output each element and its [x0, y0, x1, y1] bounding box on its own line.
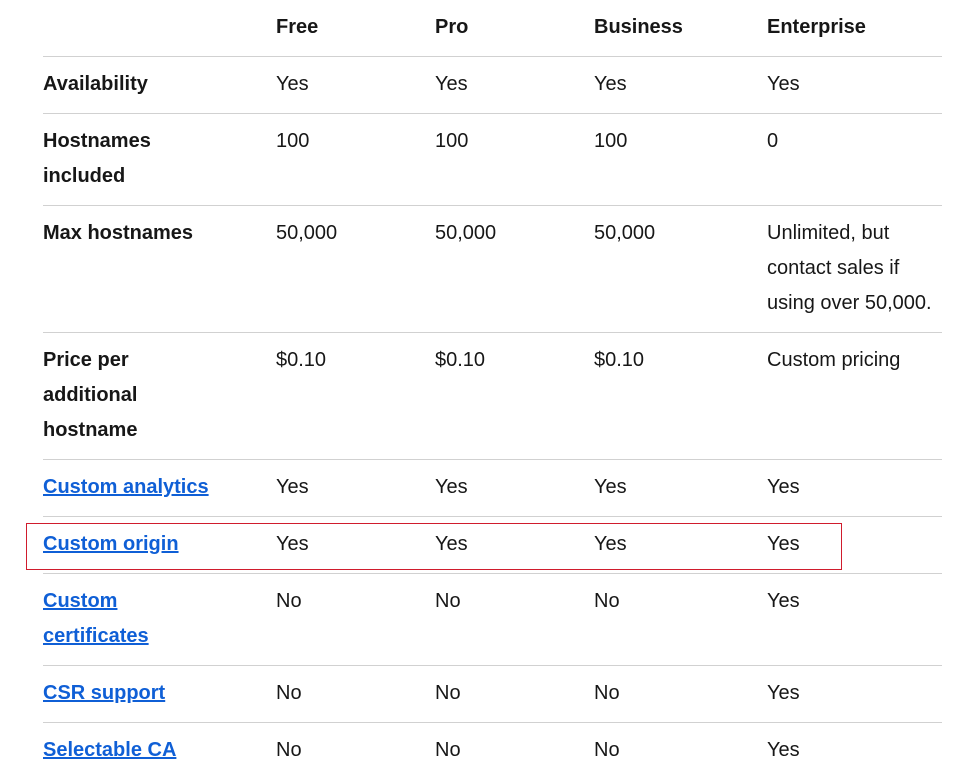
cell: Yes — [767, 460, 942, 517]
row-label: Availability — [43, 57, 276, 114]
cell: No — [594, 574, 767, 666]
cell: Yes — [435, 460, 594, 517]
row-label: Hostnames included — [43, 114, 276, 206]
cell: Custom pricing — [767, 333, 942, 460]
column-header: Pro — [435, 0, 594, 57]
cell: Yes — [276, 57, 435, 114]
row-label: Custom analytics — [43, 460, 276, 517]
cell: No — [276, 723, 435, 779]
row-link[interactable]: Selectable CA — [43, 739, 176, 761]
cell: 50,000 — [435, 206, 594, 333]
cell: Yes — [435, 57, 594, 114]
row-label: CSR support — [43, 666, 276, 723]
cell: $0.10 — [435, 333, 594, 460]
cell: Yes — [594, 57, 767, 114]
cell: Yes — [276, 517, 435, 574]
cell: 50,000 — [276, 206, 435, 333]
row-link[interactable]: CSR support — [43, 682, 165, 704]
cell: Yes — [767, 666, 942, 723]
cell: Yes — [767, 723, 942, 779]
cell: Yes — [767, 57, 942, 114]
cell: No — [435, 574, 594, 666]
column-header: Free — [276, 0, 435, 57]
row-label: Custom origin — [43, 517, 276, 574]
cell: $0.10 — [594, 333, 767, 460]
table-row: Price per additional hostname$0.10$0.10$… — [43, 333, 942, 460]
cell: No — [276, 666, 435, 723]
cell: 0 — [767, 114, 942, 206]
cell: $0.10 — [276, 333, 435, 460]
cell: Unlimited, but contact sales if using ov… — [767, 206, 942, 333]
cell: 100 — [435, 114, 594, 206]
cell: Yes — [594, 517, 767, 574]
cell: Yes — [594, 460, 767, 517]
cell: Yes — [767, 574, 942, 666]
row-link[interactable]: Custom origin — [43, 533, 179, 555]
cell: No — [594, 723, 767, 779]
row-label: Price per additional hostname — [43, 333, 276, 460]
cell: No — [594, 666, 767, 723]
cell: No — [435, 666, 594, 723]
row-label: Custom certificates — [43, 574, 276, 666]
row-label: Max hostnames — [43, 206, 276, 333]
column-header: Enterprise — [767, 0, 942, 57]
cell: No — [435, 723, 594, 779]
cell: Yes — [435, 517, 594, 574]
cell: 100 — [594, 114, 767, 206]
column-header: Business — [594, 0, 767, 57]
cell: Yes — [767, 517, 942, 574]
row-label: Selectable CA — [43, 723, 276, 779]
cell: 100 — [276, 114, 435, 206]
cell: Yes — [276, 460, 435, 517]
cell: 50,000 — [594, 206, 767, 333]
cell: No — [276, 574, 435, 666]
row-link[interactable]: Custom certificates — [43, 590, 149, 647]
row-link[interactable]: Custom analytics — [43, 476, 209, 498]
corner-cell — [43, 0, 276, 57]
